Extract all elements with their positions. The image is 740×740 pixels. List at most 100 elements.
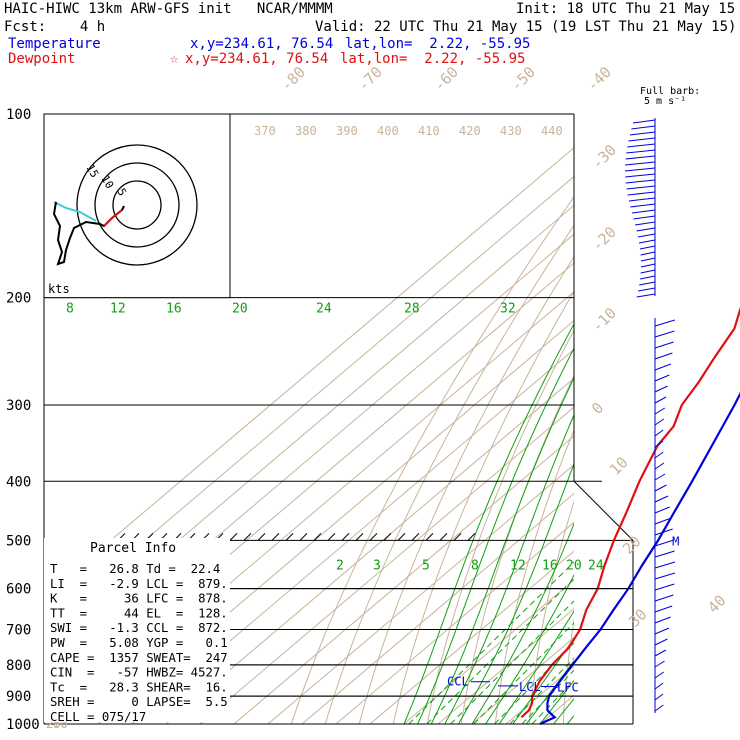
- hatch-mark: [411, 533, 420, 541]
- isotherm-label: -80: [277, 63, 309, 95]
- isotherm-line: [403, 579, 574, 724]
- wind-barb: [639, 245, 656, 250]
- dry-adiabat-line: [426, 329, 574, 724]
- temperature-legend-label: Temperature: [8, 36, 101, 52]
- moist-adiabat-label: 32: [500, 302, 516, 317]
- moist-adiabat-label: 28: [404, 302, 420, 317]
- hatch-mark: [467, 533, 476, 541]
- dry-adiabat-line: [290, 195, 574, 724]
- wind-barb: [654, 473, 666, 481]
- wind-barb: [654, 484, 667, 492]
- pressure-tick-label: 800: [6, 658, 31, 674]
- wind-barb: [636, 227, 656, 232]
- mixing-ratio-label: 20: [566, 559, 582, 574]
- wind-barb: [630, 203, 656, 208]
- moist-adiabat-label: 12: [110, 302, 126, 317]
- isotherm-label: -50: [507, 63, 539, 95]
- parcel-info-row: TT = 44 EL = 128.: [50, 606, 228, 620]
- hatch-mark: [453, 533, 462, 541]
- hatch-mark: [439, 533, 448, 541]
- isotherm-label: -60: [430, 63, 462, 95]
- parcel-info-row: CIN = -57 HWBZ= 4527.: [50, 666, 228, 680]
- mixing-ratio-line: [408, 561, 574, 724]
- dry-adiabat-line: [392, 290, 574, 724]
- moist-adiabat-lines: [403, 322, 574, 724]
- isotherm-label: -10: [588, 304, 620, 336]
- wind-barb: [654, 682, 664, 690]
- wind-barb: [637, 287, 656, 292]
- parcel-info-row: SREH = 0 LAPSE= 5.5: [50, 695, 228, 709]
- isotherm-line: [233, 435, 574, 724]
- theta-label: 410: [418, 124, 440, 138]
- wind-barb: [654, 550, 675, 558]
- hodograph-ring-label: 15: [83, 162, 101, 180]
- wind-barb: [654, 517, 672, 525]
- wind-barb: [654, 462, 665, 470]
- wind-barb: [654, 528, 673, 536]
- plot-frame-diagonal: [573, 480, 634, 541]
- lcl-label: LCL: [519, 680, 541, 694]
- temperature-xy: x,y=234.61, 76.54: [190, 36, 334, 52]
- parcel-info-row: LI = -2.9 LCL = 879.: [50, 577, 228, 591]
- wind-barb: [654, 407, 666, 415]
- mixing-ratio-line: [426, 578, 574, 724]
- temperature-latlon: lat,lon= 2.22, -55.95: [345, 36, 531, 52]
- isotherm-label: 30: [625, 605, 651, 631]
- wind-barb: [654, 506, 670, 514]
- wind-barbs: Full barb:5 m s⁻¹: [624, 86, 700, 713]
- mixing-ratio-label: 2: [336, 559, 344, 574]
- wind-barb: [634, 221, 656, 226]
- moist-adiabat-line: [566, 715, 574, 724]
- marker-label: M: [672, 534, 679, 548]
- wind-barb: [654, 451, 664, 459]
- wind-barb: [654, 572, 676, 580]
- dry-adiabat-line: [695, 114, 740, 737]
- hodograph-low-trace: [103, 209, 123, 227]
- pressure-tick-label: 1000: [6, 717, 40, 733]
- theta-label: 400: [377, 124, 399, 138]
- hatch-mark: [369, 533, 378, 541]
- parcel-info-title: Parcel Info: [90, 541, 176, 556]
- wind-barb: [654, 429, 664, 437]
- isotherm-lines: [44, 147, 574, 724]
- wind-barb: [654, 330, 675, 338]
- hodograph-ring: [94, 162, 180, 248]
- moist-adiabat-line: [498, 610, 574, 724]
- mixing-ratio-label: 3: [373, 559, 381, 574]
- isotherm-label: -70: [354, 63, 386, 95]
- hatch-mark: [257, 533, 266, 541]
- wind-barb: [631, 209, 656, 214]
- wind-barb: [654, 704, 664, 712]
- moist-adiabat-line: [403, 322, 574, 724]
- isotherm-line: [301, 492, 574, 724]
- isotherm-line: [369, 550, 574, 724]
- moist-adiabat-line: [512, 637, 574, 724]
- parcel-info-row: PW = 5.08 YGP = 0.1: [50, 636, 228, 650]
- dry-adiabat-line: [726, 114, 740, 737]
- moist-adiabat-label: 24: [316, 302, 332, 317]
- wind-barb: [654, 396, 667, 404]
- dewpoint-legend-label: Dewpoint: [8, 51, 76, 67]
- mixing-ratio-line: [531, 679, 574, 724]
- pressure-tick-label: 400: [6, 474, 31, 490]
- hatch-mark: [341, 533, 350, 541]
- wind-barb: [640, 269, 656, 274]
- mixing-ratio-label: 8: [471, 559, 479, 574]
- dry-adiabat-line: [358, 255, 574, 724]
- forecast-hour: Fcst: 4 h: [4, 19, 106, 35]
- theta-label: 380: [295, 124, 317, 138]
- wind-barb: [654, 363, 672, 371]
- isotherm-label: 10: [606, 453, 632, 479]
- ccl-label: CCL: [447, 675, 469, 689]
- valid-time: Valid: 22 UTC Thu 21 May 15 (19 LST Thu …: [315, 19, 737, 35]
- hatch-mark: [243, 533, 252, 541]
- theta-label: 420: [459, 124, 481, 138]
- hodograph-storm-motion: [53, 201, 97, 222]
- mixing-ratio-line: [450, 600, 574, 724]
- isotherm-line: [437, 608, 574, 724]
- wind-barb: [654, 649, 667, 657]
- wind-barb: [640, 251, 656, 256]
- wind-barb: [626, 185, 656, 190]
- hatch-mark: [299, 533, 308, 541]
- wind-barb: [654, 660, 665, 668]
